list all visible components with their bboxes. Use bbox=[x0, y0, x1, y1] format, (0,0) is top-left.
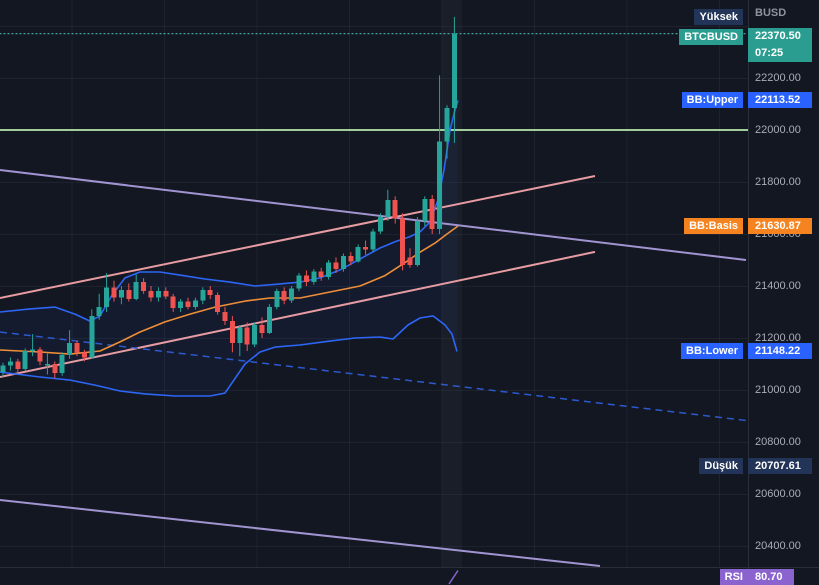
bb-upper-label-chip: BB:Upper bbox=[681, 92, 743, 108]
axis-tick: 21800.00 bbox=[755, 176, 801, 188]
low-label-chip: Düşük bbox=[699, 458, 743, 474]
axis-tick: 20600.00 bbox=[755, 488, 801, 500]
bb-upper-value-box: 22113.52 bbox=[748, 92, 812, 108]
bb-lower-value-box: 21148.22 bbox=[748, 343, 812, 359]
bb-basis-value-box: 21630.87 bbox=[748, 218, 812, 234]
bb-lower-label-chip: BB:Lower bbox=[681, 343, 743, 359]
last-price-box: 22370.50 07:25 bbox=[748, 28, 812, 62]
rsi-label-chip: RSI bbox=[719, 569, 748, 585]
price-axis[interactable]: BUSD 22200.00 22000.00 21800.00 21600.00 214… bbox=[748, 0, 819, 585]
high-label-chip: Yüksek bbox=[694, 9, 743, 25]
axis-tick: 22000.00 bbox=[755, 124, 801, 136]
rsi-value-box: 80.70 bbox=[748, 569, 794, 585]
axis-currency-label: BUSD bbox=[755, 7, 787, 19]
axis-tick: 21200.00 bbox=[755, 332, 801, 344]
axis-tick: 21400.00 bbox=[755, 280, 801, 292]
axis-tick: 20400.00 bbox=[755, 540, 801, 552]
symbol-label-chip: BTCBUSD bbox=[679, 29, 743, 45]
bb-basis-label-chip: BB:Basis bbox=[684, 218, 743, 234]
axis-tick: 21000.00 bbox=[755, 384, 801, 396]
low-value-box: 20707.61 bbox=[748, 458, 812, 474]
axis-tick: 20800.00 bbox=[755, 436, 801, 448]
last-price-value: 22370.50 bbox=[755, 30, 801, 42]
axis-tick: 22200.00 bbox=[755, 72, 801, 84]
bar-countdown: 07:25 bbox=[755, 47, 784, 59]
